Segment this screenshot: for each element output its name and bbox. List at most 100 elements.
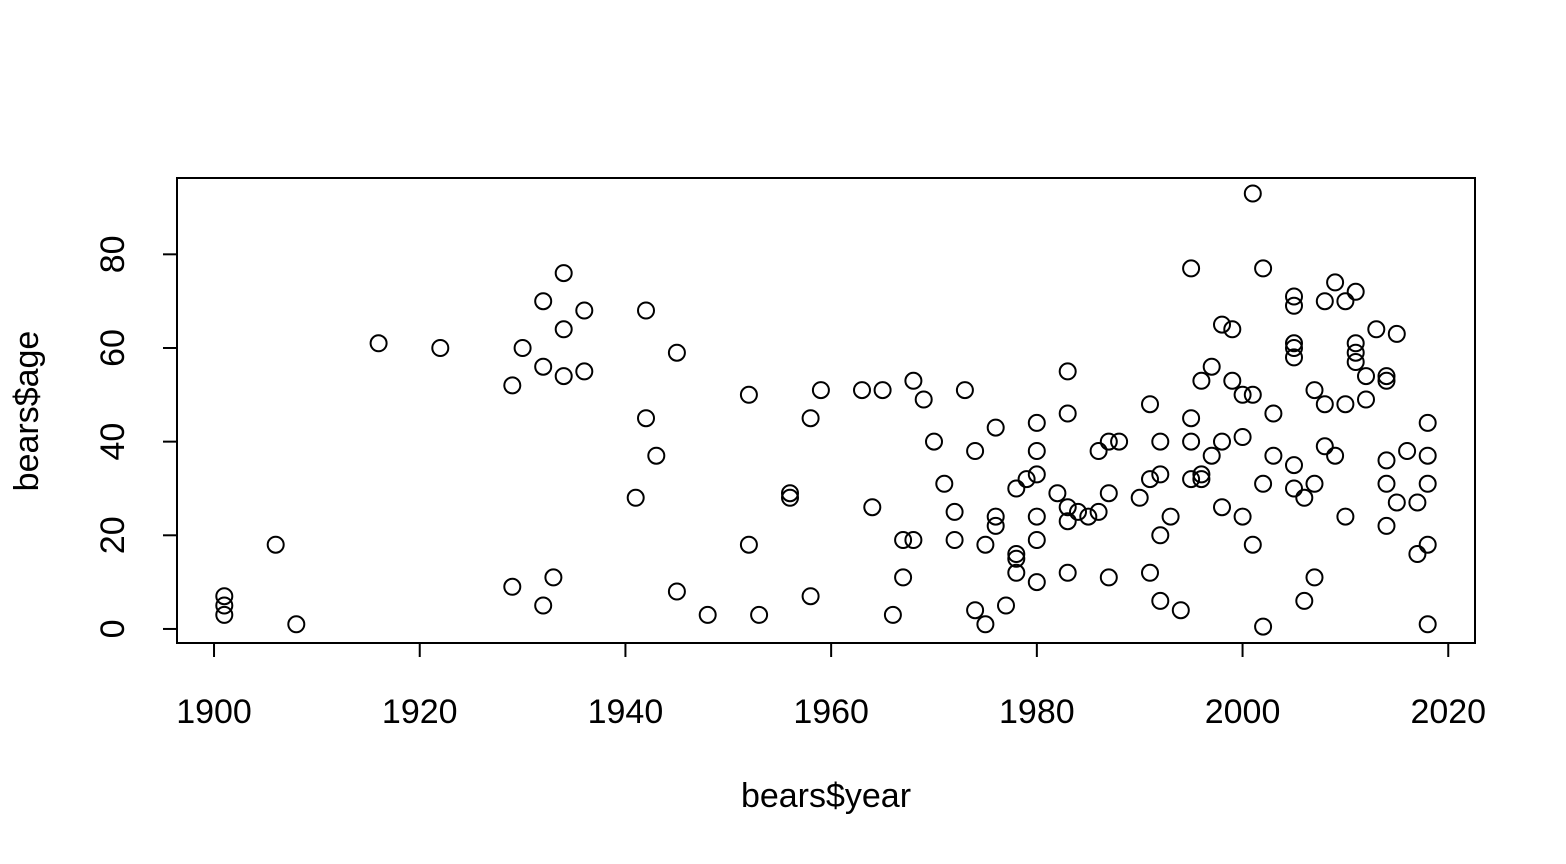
data-point [1326,446,1345,465]
data-point [935,474,954,493]
data-point [215,605,234,624]
data-point [801,587,820,606]
data-point [750,605,769,624]
data-point [1141,470,1159,489]
data-point [1254,617,1273,636]
data-point [1357,367,1375,386]
data-point [1408,545,1427,563]
data-point [1295,488,1314,507]
data-points [215,184,1437,636]
data-point [976,615,995,634]
data-point [1387,493,1406,512]
data-point [1377,451,1396,470]
data-point [1007,545,1026,563]
data-point [1336,395,1355,414]
data-point [1285,456,1303,475]
data-point [266,535,285,554]
data-point [1285,348,1303,367]
data-point [1058,404,1077,423]
data-point [945,502,964,521]
data-point [1027,507,1046,526]
data-point [1223,371,1242,390]
data-point [1192,470,1211,489]
data-point [1377,474,1396,493]
data-point [1377,367,1396,386]
data-point [945,531,964,549]
x-tick-label: 1960 [793,693,869,731]
data-point [1058,512,1077,531]
data-point [647,446,666,465]
data-point [1233,428,1252,446]
data-point [1387,324,1406,343]
data-point [1243,184,1262,203]
data-point [1182,259,1201,278]
data-point [1089,442,1108,460]
y-tick-label: 60 [94,329,132,367]
y-axis: 0 20 40 60 80 [94,235,178,638]
data-point [534,357,553,376]
data-point [1254,259,1273,278]
x-tick-label: 1980 [999,693,1075,731]
data-point [1058,498,1077,517]
data-point [1079,507,1098,526]
data-point [1367,320,1386,339]
data-point [1027,442,1046,460]
data-point [853,381,871,400]
data-point [575,301,594,320]
data-point [1058,563,1077,582]
data-point [1182,409,1201,428]
data-point [554,320,573,339]
data-point [1243,535,1262,554]
data-point [1007,563,1026,582]
data-point [1398,442,1417,460]
data-point [1213,432,1231,451]
data-point [1213,315,1231,334]
data-point [1027,573,1046,592]
data-point [1141,563,1159,582]
data-point [544,568,563,587]
data-point [1285,334,1303,353]
data-point [667,343,686,362]
data-point [904,531,923,549]
data-point [1110,432,1129,451]
data-point [1007,479,1026,498]
data-point [1377,371,1396,390]
data-point [1130,488,1149,507]
data-point [1315,395,1334,414]
data-point [1418,446,1437,465]
data-point [1326,273,1345,292]
data-point [966,601,985,620]
data-point [1254,474,1273,493]
data-point [1377,516,1396,535]
data-point [1027,413,1046,432]
data-point [863,498,882,517]
data-point [1027,465,1046,484]
data-point [1069,502,1087,521]
data-point [575,362,594,381]
data-point [1315,437,1334,456]
data-point [1295,591,1314,610]
data-point [1182,432,1201,451]
data-point [1285,296,1303,315]
x-tick-label: 1940 [588,693,664,731]
data-point [1223,320,1242,339]
data-point [894,531,913,549]
data-point [513,339,532,357]
data-point [801,409,820,428]
data-point [894,568,913,587]
data-point [1285,479,1303,498]
data-point [1243,385,1262,404]
data-point [986,507,1005,526]
data-point [1171,601,1190,620]
data-point [873,381,892,400]
data-point [667,582,686,601]
data-point [986,516,1005,535]
data-point [1305,568,1324,587]
data-point [626,488,645,507]
data-point [1213,498,1231,517]
data-point [781,484,799,503]
data-point [739,535,758,554]
data-point [955,381,974,400]
data-point [1161,507,1180,526]
data-point [1099,484,1118,503]
